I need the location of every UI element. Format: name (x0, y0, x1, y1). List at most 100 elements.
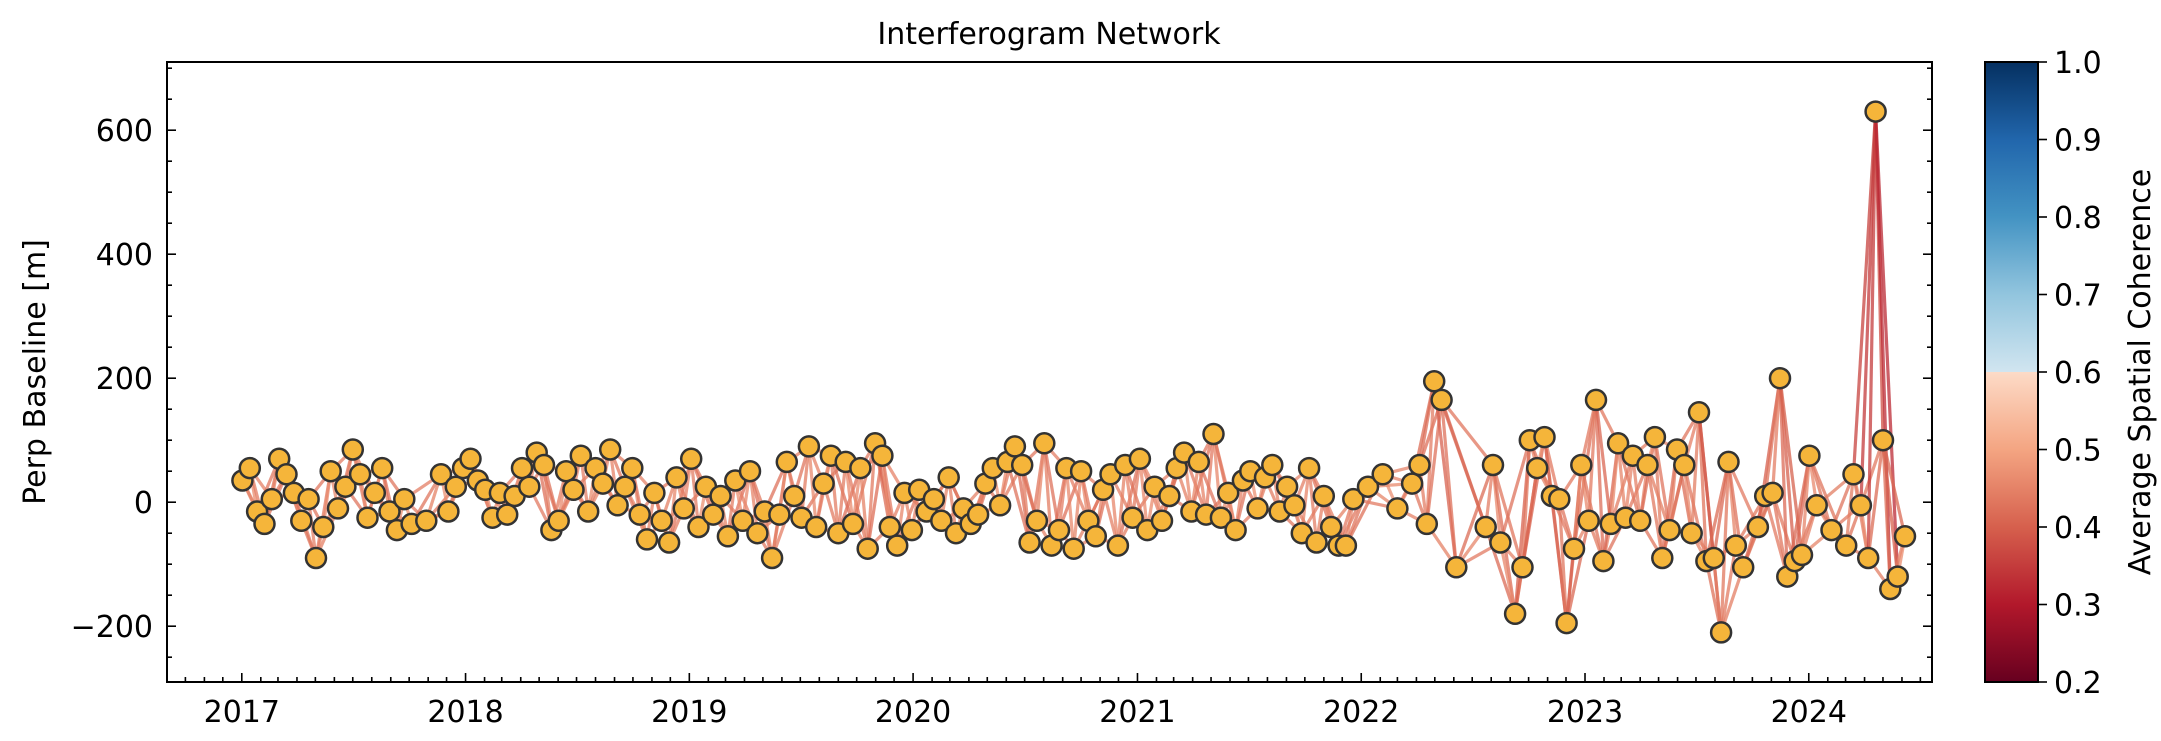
colorbar-tick-label: 0.5 (2054, 434, 2102, 469)
acquisition-point (922, 487, 946, 511)
colorbar-gradient (1985, 62, 2038, 682)
acquisition-point (576, 500, 600, 523)
interferogram-edge (1881, 440, 1900, 577)
acquisition-point (775, 450, 799, 474)
x-axis: 2017 2018 2019 2020 2021 2022 2023 2024 (166, 673, 1922, 730)
acquisition-point (856, 537, 879, 560)
acquisition-point (341, 438, 365, 461)
acquisition-point (1400, 472, 1424, 495)
acquisition-point (679, 447, 703, 471)
acquisition-point (1562, 537, 1586, 560)
x-tick-label: 2024 (1771, 695, 1847, 730)
acquisition-point (370, 456, 394, 480)
acquisition-point (1481, 453, 1505, 477)
interferogram-edge (1116, 464, 1127, 546)
acquisition-point (1025, 509, 1049, 533)
acquisition-point (554, 459, 578, 483)
acquisition-point (1673, 453, 1696, 477)
acquisition-point (1871, 428, 1895, 452)
acquisition-point (304, 546, 328, 570)
acquisition-point (326, 497, 350, 520)
acquisition-point (1312, 484, 1336, 508)
interferogram-edge (1440, 398, 1495, 466)
acquisition-point (1570, 453, 1593, 477)
interferogram-edge (1859, 439, 1885, 506)
acquisition-point (1062, 537, 1085, 560)
acquisition-point (319, 459, 342, 483)
acquisition-point (1592, 549, 1615, 573)
interferogram-edge (1609, 443, 1620, 525)
acquisition-point (731, 509, 754, 533)
colorbar-tick-label: 0.8 (2054, 201, 2102, 236)
acquisition-point (1084, 525, 1108, 548)
interferogram-edge (1712, 461, 1731, 559)
acquisition-point (1731, 556, 1755, 579)
acquisition-point (363, 481, 387, 505)
acquisition-point (687, 515, 710, 539)
acquisition-points (231, 100, 1917, 644)
acquisition-point (1842, 463, 1865, 486)
y-axis: 600 400 200 0 −200 (71, 67, 1932, 659)
acquisition-point (1856, 546, 1880, 570)
acquisition-point (1275, 475, 1299, 498)
colorbar-tick-label: 0.6 (2054, 356, 2102, 391)
acquisition-point (1805, 494, 1828, 517)
acquisition-point (1018, 531, 1041, 554)
colorbar-tick-label: 0.2 (2054, 666, 2102, 701)
acquisition-point (459, 447, 482, 471)
acquisition-point (1702, 546, 1726, 570)
acquisition-point (1584, 388, 1608, 412)
acquisition-point (1209, 506, 1233, 529)
acquisition-point (657, 531, 681, 554)
chart-title: Interferogram Network (877, 17, 1221, 52)
interferogram-edge (858, 467, 870, 549)
colorbar-label: Average Spatial Coherence (2123, 169, 2158, 575)
acquisition-point (665, 466, 688, 489)
acquisition-point (1548, 487, 1571, 511)
interferogram-edge (1072, 471, 1083, 549)
acquisition-point (1687, 401, 1711, 424)
plot-frame (166, 61, 1933, 683)
acquisition-point (1724, 534, 1748, 557)
acquisition-point (1651, 546, 1674, 570)
acquisition-point (1187, 450, 1211, 474)
acquisition-point (532, 453, 556, 477)
acquisition-point (1069, 459, 1093, 483)
interferogram-edge (829, 455, 840, 534)
acquisition-point (562, 478, 585, 502)
y-tick-label: 600 (96, 114, 153, 149)
acquisition-point (804, 515, 828, 539)
interferogram-edge (1440, 399, 1458, 568)
acquisition-point (1010, 453, 1034, 477)
acquisition-point (1356, 475, 1380, 498)
acquisition-point (650, 509, 673, 533)
interferogram-edge (836, 461, 848, 534)
acquisition-point (1636, 453, 1659, 477)
interferogram-edge (1498, 439, 1532, 543)
acquisition-point (1305, 531, 1328, 554)
acquisition-point (1658, 518, 1681, 542)
acquisition-point (1445, 556, 1468, 579)
colorbar-ticks: 1.0 0.9 0.8 0.7 0.6 0.5 0.4 0.3 0.2 (2038, 46, 2102, 701)
interferogram-edge (1866, 111, 1878, 559)
acquisition-point (1511, 556, 1534, 579)
acquisition-point (312, 515, 335, 539)
acquisition-point (1003, 435, 1027, 458)
acquisition-point (1121, 506, 1144, 529)
acquisition-point (260, 487, 284, 511)
acquisition-point (768, 503, 791, 526)
acquisition-point (1319, 515, 1343, 539)
acquisition-point (1790, 543, 1814, 567)
acquisition-point (1886, 565, 1909, 588)
acquisition-point (1430, 388, 1453, 412)
colorbar: 1.0 0.9 0.8 0.7 0.6 0.5 0.4 0.3 0.2 Average Spat… (1984, 46, 2158, 701)
interferogram-edge (1616, 443, 1628, 518)
y-tick-label: 200 (96, 362, 153, 397)
acquisition-point (1606, 432, 1630, 455)
acquisition-point (1768, 366, 1792, 390)
y-axis-label: Perp Baseline [m] (18, 239, 53, 505)
x-tick-label: 2023 (1547, 695, 1623, 730)
acquisition-point (297, 487, 320, 511)
y-tick-label: 400 (96, 238, 153, 273)
